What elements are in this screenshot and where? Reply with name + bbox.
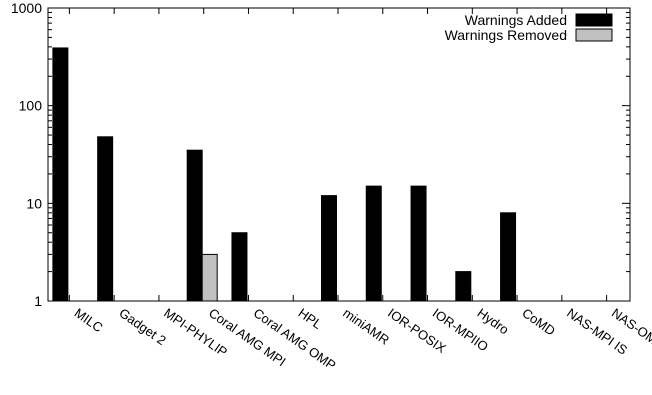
y-tick-label: 10 [26,195,42,211]
legend-label: Warnings Removed [445,27,567,43]
x-tick-label: HPL [296,305,325,332]
bar [97,136,114,302]
bar [455,271,472,302]
bars-group [52,47,517,302]
bar [321,195,337,302]
bar [52,47,69,302]
x-tick-label: Hydro [475,305,512,337]
bar [500,212,517,302]
bar [365,185,382,302]
x-tick-label: MILC [72,305,106,335]
y-tick-label: 1 [34,293,42,309]
y-tick-label: 1000 [11,0,42,16]
x-tick-label: Coral AMG MPI [206,305,289,369]
legend-swatch [575,13,613,27]
plot-frame [47,7,631,302]
x-tick-label: CoMD [519,305,558,338]
x-tick-label: Gadget 2 [116,305,168,348]
bar [186,149,203,302]
bar [201,253,218,302]
x-tick-label: miniAMR [340,305,392,348]
bar [231,232,248,302]
bar [410,185,427,302]
y-tick-label: 100 [19,98,43,114]
legend-swatch [575,28,613,42]
legend-label: Warnings Added [465,12,567,28]
